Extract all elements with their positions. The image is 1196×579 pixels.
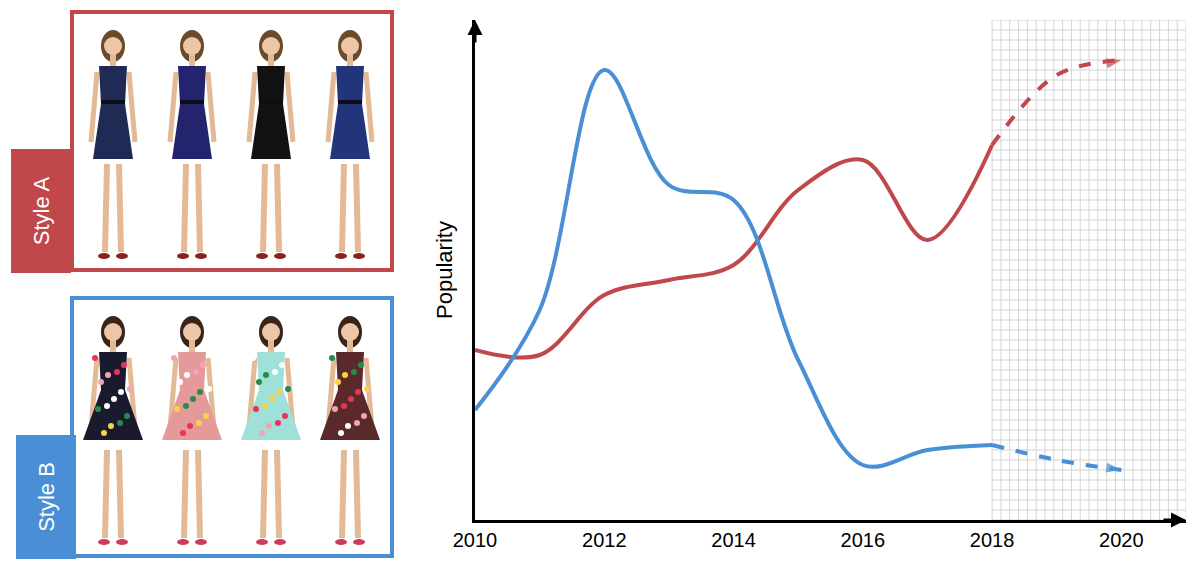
svg-text:2012: 2012: [582, 529, 627, 551]
svg-text:2020: 2020: [1099, 529, 1144, 551]
svg-text:2010: 2010: [453, 529, 498, 551]
svg-text:2016: 2016: [841, 529, 886, 551]
svg-text:2014: 2014: [711, 529, 756, 551]
svg-text:2018: 2018: [970, 529, 1015, 551]
svg-text:Style A: Style A: [29, 176, 54, 245]
svg-text:Style B: Style B: [34, 462, 59, 532]
svg-text:Popularity: Popularity: [432, 221, 457, 319]
